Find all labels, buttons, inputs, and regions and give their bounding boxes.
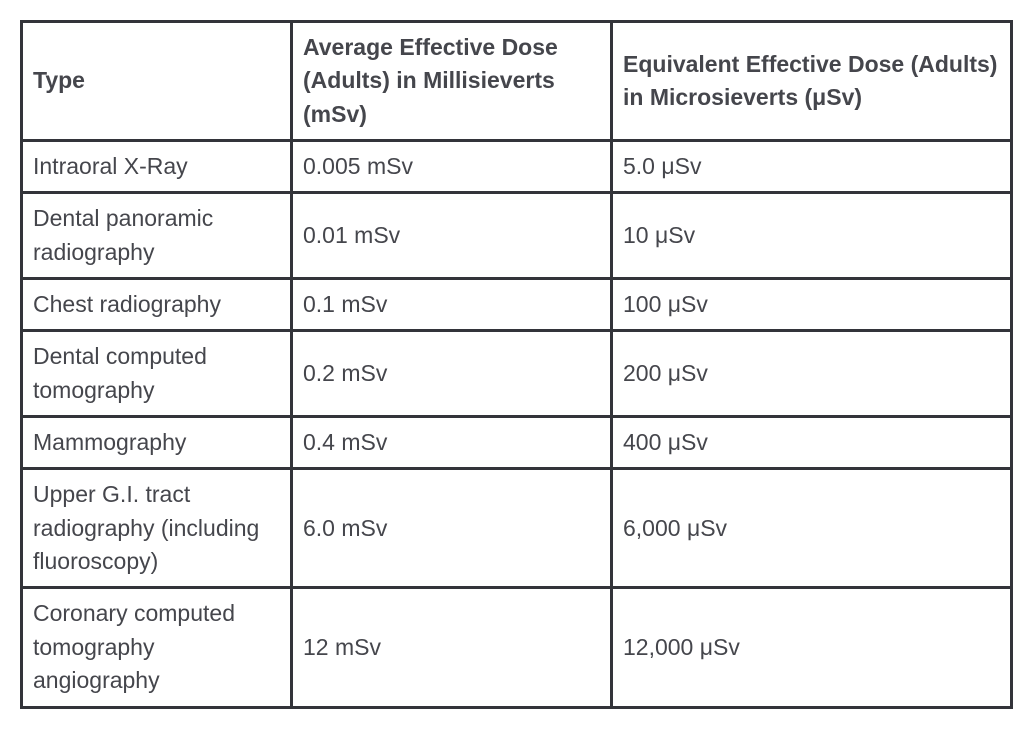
- cell-usv: 6,000 μSv: [612, 469, 1012, 588]
- cell-type: Upper G.I. tract radiography (including …: [22, 469, 292, 588]
- cell-msv: 0.1 mSv: [292, 279, 612, 331]
- cell-usv: 10 μSv: [612, 193, 1012, 279]
- table-row: Dental panoramic radiography 0.01 mSv 10…: [22, 193, 1012, 279]
- cell-type: Dental panoramic radiography: [22, 193, 292, 279]
- table-header-row: Type Average Effective Dose (Adults) in …: [22, 22, 1012, 141]
- table-row: Intraoral X-Ray 0.005 mSv 5.0 μSv: [22, 141, 1012, 193]
- table-row: Coronary computed tomography angiography…: [22, 588, 1012, 707]
- cell-usv: 200 μSv: [612, 331, 1012, 417]
- col-header-msv: Average Effective Dose (Adults) in Milli…: [292, 22, 612, 141]
- cell-msv: 0.4 mSv: [292, 417, 612, 469]
- cell-type: Chest radiography: [22, 279, 292, 331]
- table-row: Dental computed tomography 0.2 mSv 200 μ…: [22, 331, 1012, 417]
- radiation-dose-table: Type Average Effective Dose (Adults) in …: [20, 20, 1013, 709]
- cell-usv: 400 μSv: [612, 417, 1012, 469]
- cell-type: Dental computed tomography: [22, 331, 292, 417]
- cell-msv: 0.005 mSv: [292, 141, 612, 193]
- col-header-usv: Equivalent Effective Dose (Adults) in Mi…: [612, 22, 1012, 141]
- col-header-type: Type: [22, 22, 292, 141]
- cell-msv: 12 mSv: [292, 588, 612, 707]
- cell-usv: 12,000 μSv: [612, 588, 1012, 707]
- cell-type: Intraoral X-Ray: [22, 141, 292, 193]
- cell-usv: 100 μSv: [612, 279, 1012, 331]
- table-row: Mammography 0.4 mSv 400 μSv: [22, 417, 1012, 469]
- table-row: Upper G.I. tract radiography (including …: [22, 469, 1012, 588]
- cell-type: Mammography: [22, 417, 292, 469]
- cell-msv: 6.0 mSv: [292, 469, 612, 588]
- cell-msv: 0.2 mSv: [292, 331, 612, 417]
- cell-usv: 5.0 μSv: [612, 141, 1012, 193]
- cell-type: Coronary computed tomography angiography: [22, 588, 292, 707]
- cell-msv: 0.01 mSv: [292, 193, 612, 279]
- table-row: Chest radiography 0.1 mSv 100 μSv: [22, 279, 1012, 331]
